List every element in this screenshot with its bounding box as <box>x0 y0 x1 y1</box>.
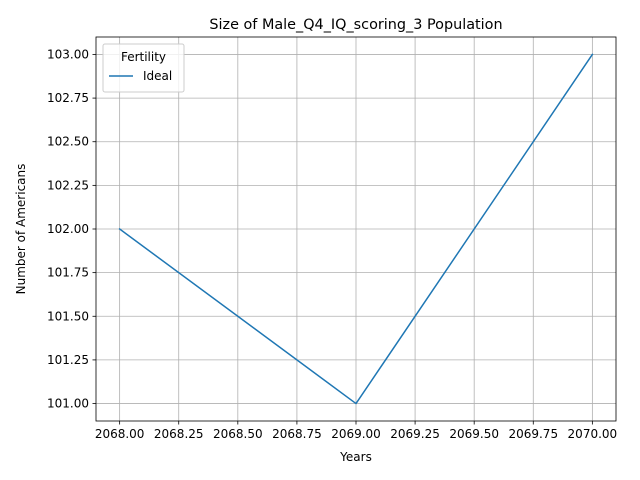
y-axis-label: Number of Americans <box>14 164 28 295</box>
legend-box <box>102 43 185 93</box>
legend: Fertility Ideal <box>102 43 185 93</box>
y-tick-label: 102.25 <box>47 178 89 192</box>
chart-title: Size of Male_Q4_IQ_scoring_3 Population <box>209 17 502 33</box>
x-tick-label: 2070.00 <box>568 427 618 441</box>
x-tick-label: 2069.00 <box>331 427 381 441</box>
grid-lines <box>96 37 616 421</box>
y-tick-label: 101.50 <box>47 309 89 323</box>
x-tick-label: 2069.25 <box>390 427 440 441</box>
legend-label-ideal: Ideal <box>143 69 172 83</box>
y-axis-ticks: 101.00 101.25 101.50 101.75 102.00 102.25 102.… <box>47 47 96 411</box>
x-axis-label: Years <box>339 450 372 464</box>
y-tick-label: 103.00 <box>47 47 89 61</box>
y-tick-label: 101.00 <box>47 397 89 411</box>
x-tick-label: 2068.75 <box>272 427 322 441</box>
x-tick-label: 2068.25 <box>154 427 204 441</box>
x-tick-label: 2068.00 <box>95 427 145 441</box>
x-tick-label: 2068.50 <box>213 427 263 441</box>
legend-title: Fertility <box>121 50 166 64</box>
y-tick-label: 102.50 <box>47 135 89 149</box>
series-line-ideal <box>118 53 594 405</box>
x-axis-ticks: 2068.00 2068.25 2068.50 2068.75 2069.00 2069.… <box>95 421 617 441</box>
y-tick-label: 101.75 <box>47 266 89 280</box>
y-tick-label: 102.75 <box>47 91 89 105</box>
x-tick-label: 2069.50 <box>449 427 499 441</box>
y-tick-label: 101.25 <box>47 353 89 367</box>
series-layer <box>118 53 594 405</box>
x-tick-label: 2069.75 <box>508 427 558 441</box>
y-tick-label: 102.00 <box>47 222 89 236</box>
